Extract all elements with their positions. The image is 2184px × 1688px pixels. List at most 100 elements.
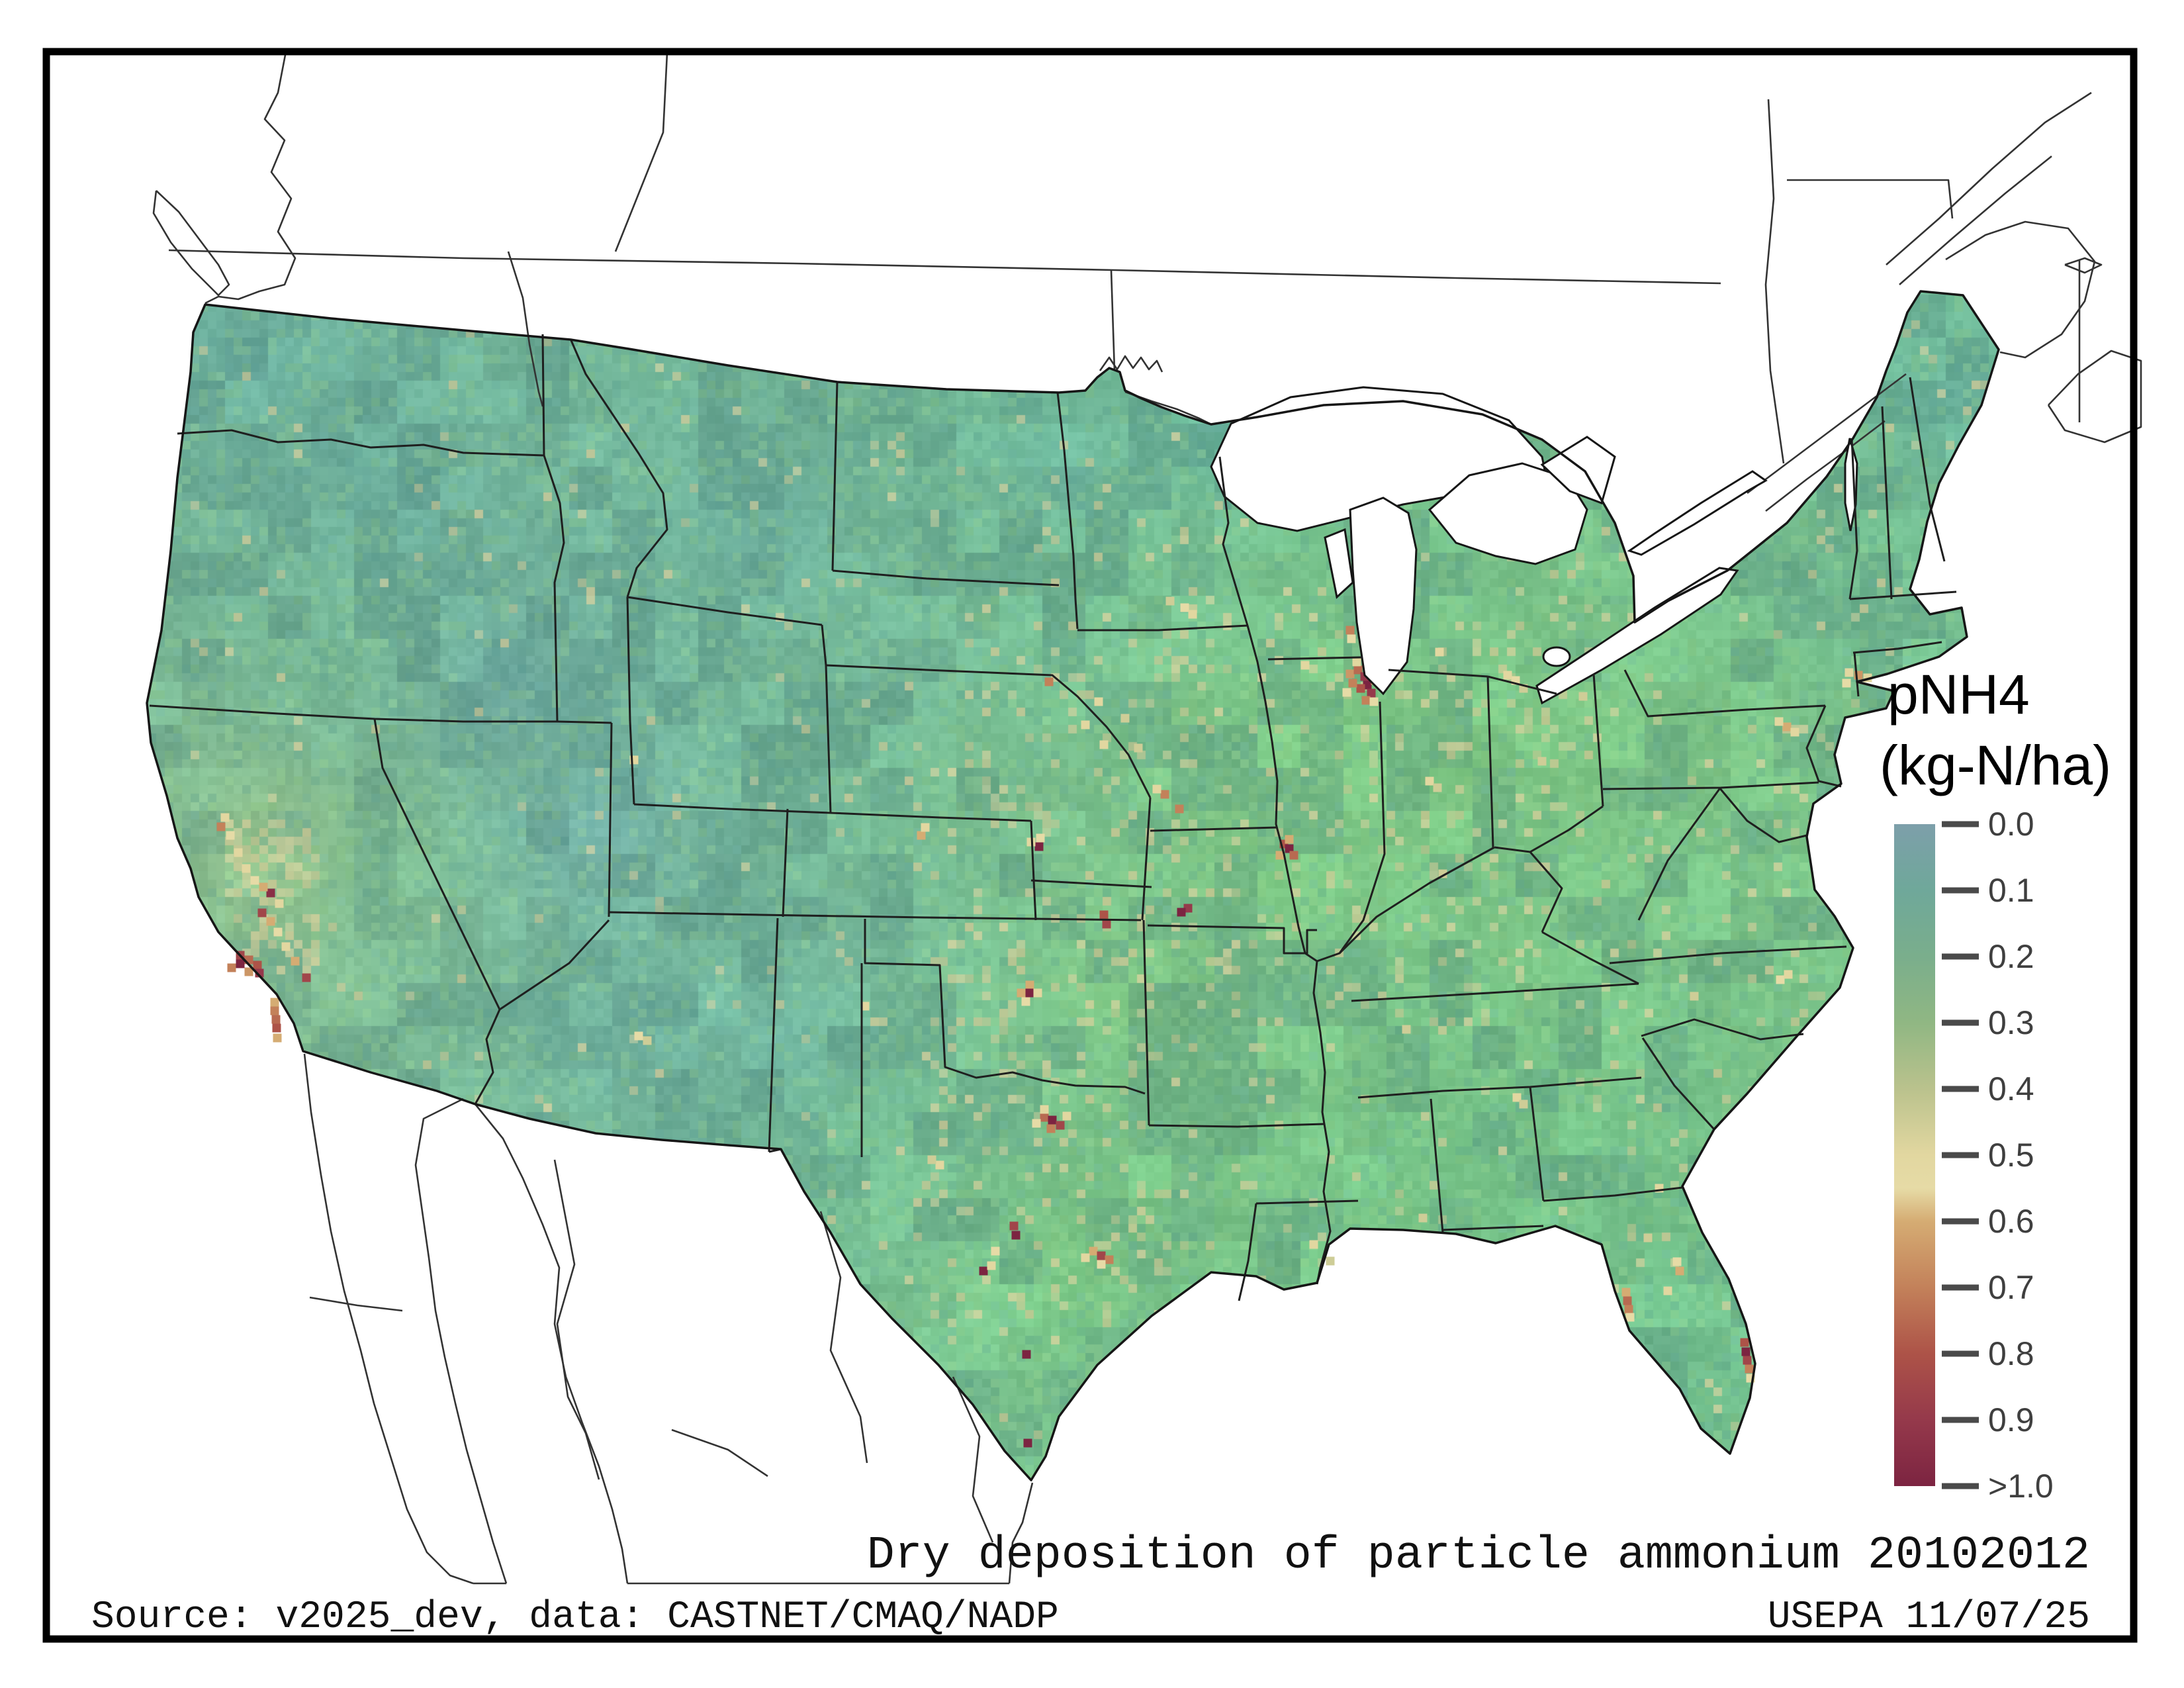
hotspot-cell xyxy=(1690,992,1699,1001)
hotspot-cell xyxy=(302,973,311,982)
colorbar-tick-label: 0.0 xyxy=(1988,806,2034,843)
hotspot-cell xyxy=(216,822,226,831)
state-border xyxy=(1486,676,1494,848)
hotspot-cell xyxy=(643,1036,652,1045)
state-border xyxy=(1602,781,1819,790)
state-border xyxy=(1077,624,1248,632)
neighbor-outline xyxy=(952,1376,994,1543)
neighbor-outline xyxy=(1764,99,1785,464)
state-border xyxy=(499,919,610,1011)
hotspot-cell xyxy=(1347,634,1356,643)
hotspot-cell xyxy=(1183,904,1193,913)
state-border xyxy=(1641,1037,1715,1131)
hotspot-cell xyxy=(1094,697,1103,706)
hotspot-cell xyxy=(1081,720,1090,729)
legend-title: pNH4 xyxy=(1888,663,2030,726)
hotspot-cell xyxy=(927,1155,936,1164)
agency-caption: USEPA 11/07/25 xyxy=(1768,1596,2090,1639)
hotspot-cell xyxy=(1120,714,1130,723)
hotspot-cell xyxy=(1842,679,1851,688)
hotspot-cell xyxy=(1672,1257,1682,1266)
hotspot-cell xyxy=(1175,804,1184,814)
state-border xyxy=(1637,788,1721,921)
hotspot-cell xyxy=(1177,908,1186,917)
state-border xyxy=(1338,846,1495,955)
hotspot-cell xyxy=(1033,988,1042,998)
hotspot-cell xyxy=(917,831,926,840)
hotspot-cell xyxy=(634,1031,643,1041)
hotspot-cell xyxy=(1036,833,1045,843)
state-border xyxy=(1147,924,1317,955)
state-border xyxy=(864,919,1146,1095)
hotspot-cell xyxy=(259,882,268,892)
hotspot-cell xyxy=(1435,647,1444,657)
legend-subtitle: (kg-N/ha) xyxy=(1880,734,2111,796)
hotspot-cell xyxy=(1356,684,1365,693)
state-border xyxy=(1609,945,1847,964)
hotspot-cell xyxy=(244,967,253,976)
hotspot-cell xyxy=(1025,988,1034,998)
state-border xyxy=(608,722,613,917)
state-border xyxy=(608,911,1142,921)
source-caption: Source: v2025_dev, data: CASTNET/CMAQ/NA… xyxy=(91,1596,1059,1639)
lake xyxy=(1428,462,1588,565)
lake xyxy=(1535,567,1739,705)
hotspot-cell xyxy=(1776,975,1785,984)
neighbor-outline xyxy=(1886,91,2092,265)
hotspot-cell xyxy=(1352,657,1361,667)
state-border xyxy=(831,381,839,571)
hotspot-cell xyxy=(1089,1246,1098,1256)
hotspot-cell xyxy=(270,998,279,1007)
hotspot-cell xyxy=(255,968,264,978)
neighbor-outline xyxy=(1787,179,1954,219)
state-border xyxy=(474,1009,501,1105)
colorbar-ticks: 0.0 0.1 0.2 0.3 0.4 0.5 0.6 0.7 0.8 0.9 >1.0 xyxy=(1942,806,2054,1505)
state-border xyxy=(821,624,832,814)
neighbor-outline xyxy=(2064,257,2103,274)
hotspot-cell xyxy=(1032,1119,1041,1128)
state-border xyxy=(1142,919,1150,1126)
state-border xyxy=(1805,705,1842,788)
state-border xyxy=(1543,1186,1683,1202)
state-border xyxy=(1388,669,1488,678)
state-border xyxy=(1030,820,1037,921)
colorbar-tick-label: 0.9 xyxy=(1988,1401,2034,1438)
neighbor-outline xyxy=(303,1053,474,1585)
neighbor-outline xyxy=(1747,373,1907,494)
neighbor-outline xyxy=(168,249,1721,285)
figure-frame xyxy=(42,48,2138,1643)
hotspot-cell xyxy=(1160,790,1169,799)
hotspot-cell xyxy=(921,823,930,832)
state-border xyxy=(626,596,631,722)
hotspot-cell xyxy=(266,888,275,898)
state-border xyxy=(782,808,789,917)
hotspot-cell xyxy=(1097,1251,1106,1260)
hotspot-cell xyxy=(1782,722,1792,731)
neighbor-outline xyxy=(474,1103,629,1584)
colorbar-tick-label: 0.8 xyxy=(1988,1335,2034,1372)
state-borders xyxy=(149,334,1957,1301)
hotspot-cell xyxy=(270,1006,279,1015)
hotspot-cell xyxy=(242,864,251,873)
figure-title: Dry deposition of particle ammonium 2010… xyxy=(867,1530,2090,1582)
us-outline xyxy=(146,290,2000,1481)
hotspot-cell xyxy=(1774,717,1784,726)
hotspot-cell xyxy=(1361,696,1371,705)
state-border xyxy=(1718,787,1807,843)
hotspot-cell xyxy=(1433,783,1442,792)
state-border xyxy=(1218,456,1332,1285)
hotspot-cell xyxy=(1367,688,1376,698)
neighbor-outline xyxy=(1945,220,2096,359)
state-border xyxy=(1529,851,1563,933)
colorbar-tick-label: 0.1 xyxy=(1988,872,2034,909)
neighbor-outline xyxy=(152,190,230,297)
hotspot-cell xyxy=(1021,997,1030,1006)
state-border xyxy=(1909,377,1946,562)
hotspot-cell xyxy=(273,1033,282,1043)
hotspot-cell xyxy=(1105,1255,1114,1264)
hotspot-cell xyxy=(1418,1213,1428,1223)
hotspot-cell xyxy=(1503,671,1512,680)
neighbor-outline xyxy=(507,251,544,407)
hotspot-cell xyxy=(1621,1288,1631,1297)
state-border xyxy=(1267,656,1363,661)
